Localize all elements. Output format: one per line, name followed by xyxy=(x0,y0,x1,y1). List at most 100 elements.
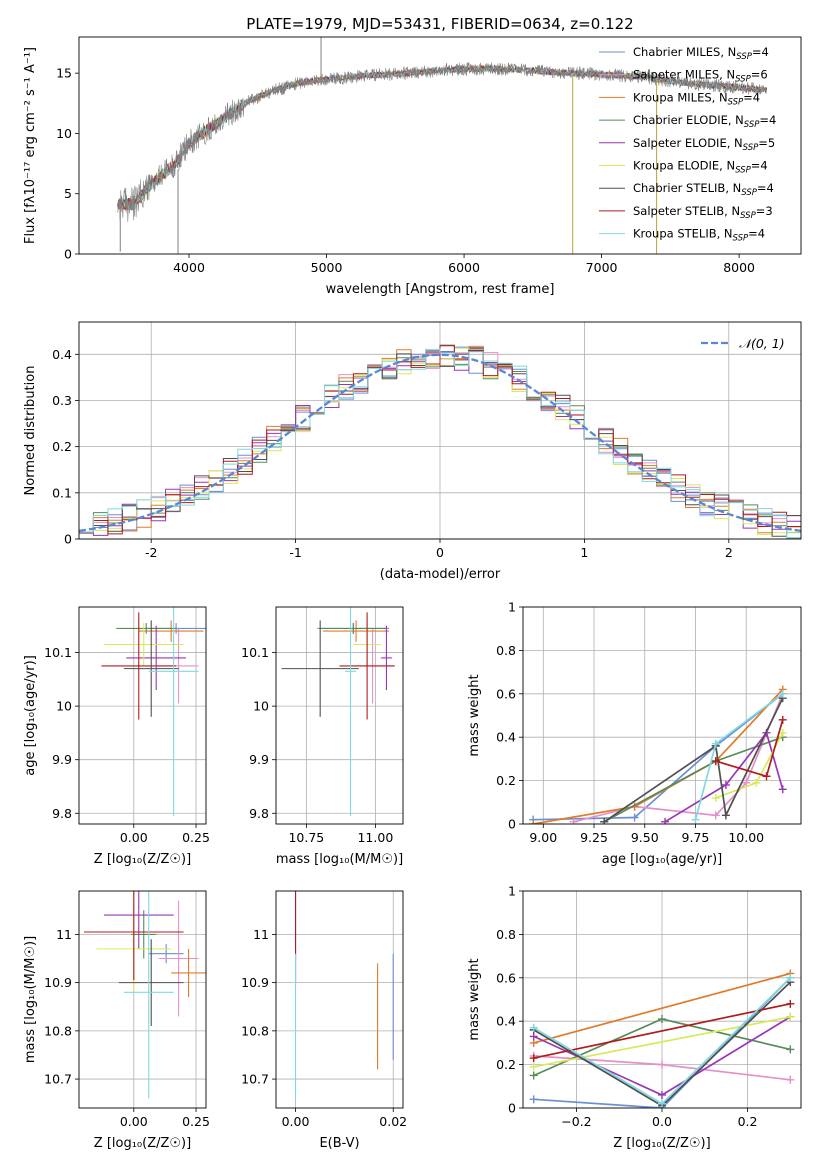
legend-label-subscript: SSP xyxy=(740,211,756,221)
legend-label-subscript: SSP xyxy=(735,75,751,85)
y-tick-label: 10.9 xyxy=(241,975,269,990)
x-tick-label: 0.0 xyxy=(652,1114,672,1129)
legend-label-value: =4 xyxy=(743,90,760,104)
weight-point-marker xyxy=(569,817,578,824)
legend-label: Chabrier STELIB, NSSP=4 xyxy=(633,181,774,198)
axes-frame xyxy=(78,606,207,825)
legend-label-value: =4 xyxy=(759,113,776,127)
errorbars xyxy=(101,607,206,816)
y-tick-label: 10 xyxy=(56,126,72,141)
weight-point-marker xyxy=(529,1054,538,1063)
legend-label-value: =6 xyxy=(751,68,768,82)
mass-vs-Z-chart: 0.00 0.25 10.7 10.8 10.9 11 Z [log₁₀(Z/Z☉)] mas… xyxy=(23,890,210,1151)
y-tick-label: 10.7 xyxy=(241,1072,269,1087)
weight-series-line xyxy=(533,693,784,821)
y-tick-label: 0 xyxy=(64,247,72,262)
histogram-chart: -2 -1 0 1 2 0 0.1 0.2 0.3 0.4 (data-model)/error No… xyxy=(23,321,802,582)
x-tick-label: 0.00 xyxy=(120,830,148,845)
x-tick-label: 9.00 xyxy=(529,830,557,845)
weight-point-marker xyxy=(529,1071,538,1080)
weight-point-marker xyxy=(711,739,720,748)
legend-label-main: Chabrier ELODIE, N xyxy=(633,113,744,127)
legend-label: Salpeter STELIB, NSSP=3 xyxy=(633,204,773,221)
weight-lines xyxy=(529,969,795,1108)
legend-label-main: Salpeter STELIB, N xyxy=(633,204,740,218)
weight-vs-Z-chart: −0.2 0.0 0.2 0 0.2 0.4 0.6 0.8 1 Z [log₁₀(Z/Z☉)] m… xyxy=(467,884,802,1151)
legend-label-subscript: SSP xyxy=(736,52,752,62)
weight-point-marker xyxy=(711,757,720,766)
weight-point-marker xyxy=(778,715,787,724)
legend-label-main: Kroupa STELIB, N xyxy=(633,227,733,241)
legend-label: Kroupa STELIB, NSSP=4 xyxy=(633,227,765,244)
x-axis-label: E(B-V) xyxy=(319,1136,359,1151)
y-tick-label: 0.2 xyxy=(496,773,516,788)
histogram-step-line xyxy=(79,345,801,535)
legend-label: 𝒩(0, 1) xyxy=(739,336,785,351)
legend-label: Salpeter MILES, NSSP=6 xyxy=(633,68,768,85)
weight-point-marker xyxy=(529,1095,538,1104)
weight-series-line xyxy=(533,1016,791,1068)
y-tick-label: 10.1 xyxy=(241,645,269,660)
weight-point-marker xyxy=(661,817,670,824)
legend-label-value: =5 xyxy=(758,136,775,150)
errorbars xyxy=(294,891,394,1099)
x-tick-label: 1 xyxy=(580,545,588,560)
x-tick-label: 0.25 xyxy=(182,830,210,845)
y-tick-label: 10.7 xyxy=(44,1072,72,1087)
y-tick-label: 0.4 xyxy=(52,347,72,362)
y-tick-label: 9.8 xyxy=(249,806,269,821)
x-axis-label: Z [log₁₀(Z/Z☉)] xyxy=(94,852,191,867)
x-tick-label: 10.75 xyxy=(288,830,324,845)
y-tick-label: 10 xyxy=(56,699,72,714)
y-tick-label: 0.4 xyxy=(496,730,516,745)
axes-frame xyxy=(78,36,802,255)
observed-spectrum-line xyxy=(117,61,767,223)
x-axis-label: Z [log₁₀(Z/Z☉)] xyxy=(94,1136,191,1151)
y-tick-label: 0.3 xyxy=(52,393,72,408)
legend-label-main: Chabrier STELIB, N xyxy=(633,181,741,195)
x-tick-label: 0.25 xyxy=(182,1114,210,1129)
legend-label: Chabrier ELODIE, NSSP=4 xyxy=(633,113,776,130)
y-tick-label: 11 xyxy=(253,927,269,942)
weight-point-marker xyxy=(711,811,720,820)
y-tick-label: 0.8 xyxy=(496,927,516,942)
legend-label-main: Chabrier MILES, N xyxy=(633,45,736,59)
x-axis-label: (data-model)/error xyxy=(380,567,501,582)
y-tick-label: 9.9 xyxy=(52,752,72,767)
weight-series-line xyxy=(573,693,784,823)
legend-label-value: =3 xyxy=(756,204,773,218)
x-axis-label: mass [log₁₀(M/M☉)] xyxy=(276,852,403,867)
y-tick-label: 5 xyxy=(64,186,72,201)
legend-label-value: =4 xyxy=(751,159,768,173)
weight-lines xyxy=(529,685,787,824)
weight-point-marker xyxy=(752,778,761,787)
legend-label-main: Salpeter MILES, N xyxy=(633,68,735,82)
x-axis-label: age [log₁₀(age/yr)] xyxy=(602,852,723,867)
weight-series-line xyxy=(533,1002,791,1059)
weight-point-marker xyxy=(658,1090,666,1099)
y-tick-label: 9.9 xyxy=(249,752,269,767)
errorbars xyxy=(83,891,206,1099)
weight-point-marker xyxy=(721,780,730,789)
x-tick-label: 9.50 xyxy=(631,830,659,845)
legend-label-subscript: SSP xyxy=(741,188,757,198)
weight-point-marker xyxy=(786,973,795,982)
legend-label-main: Kroupa MILES, N xyxy=(633,90,728,104)
weight-point-marker xyxy=(786,1045,795,1054)
x-tick-label: 5000 xyxy=(311,260,343,275)
weight-point-marker xyxy=(778,728,787,737)
axes-frame xyxy=(78,321,802,540)
weight-point-marker xyxy=(786,999,795,1008)
y-tick-label: 0.6 xyxy=(496,686,516,701)
legend-label-subscript: SSP xyxy=(728,97,744,107)
y-tick-label: 10.9 xyxy=(44,975,72,990)
legend-label-value: =4 xyxy=(757,181,774,195)
mass-vs-ebv-chart: 0.00 0.02 10.7 10.8 10.9 11 E(B-V) xyxy=(241,890,407,1151)
y-tick-label: 10.8 xyxy=(241,1023,269,1038)
y-tick-label: 10.1 xyxy=(44,645,72,660)
figure-title: PLATE=1979, MJD=53431, FIBERID=0634, z=0… xyxy=(246,15,633,33)
x-tick-label: 0.00 xyxy=(120,1114,148,1129)
legend-label-main: Salpeter ELODIE, N xyxy=(633,136,743,150)
